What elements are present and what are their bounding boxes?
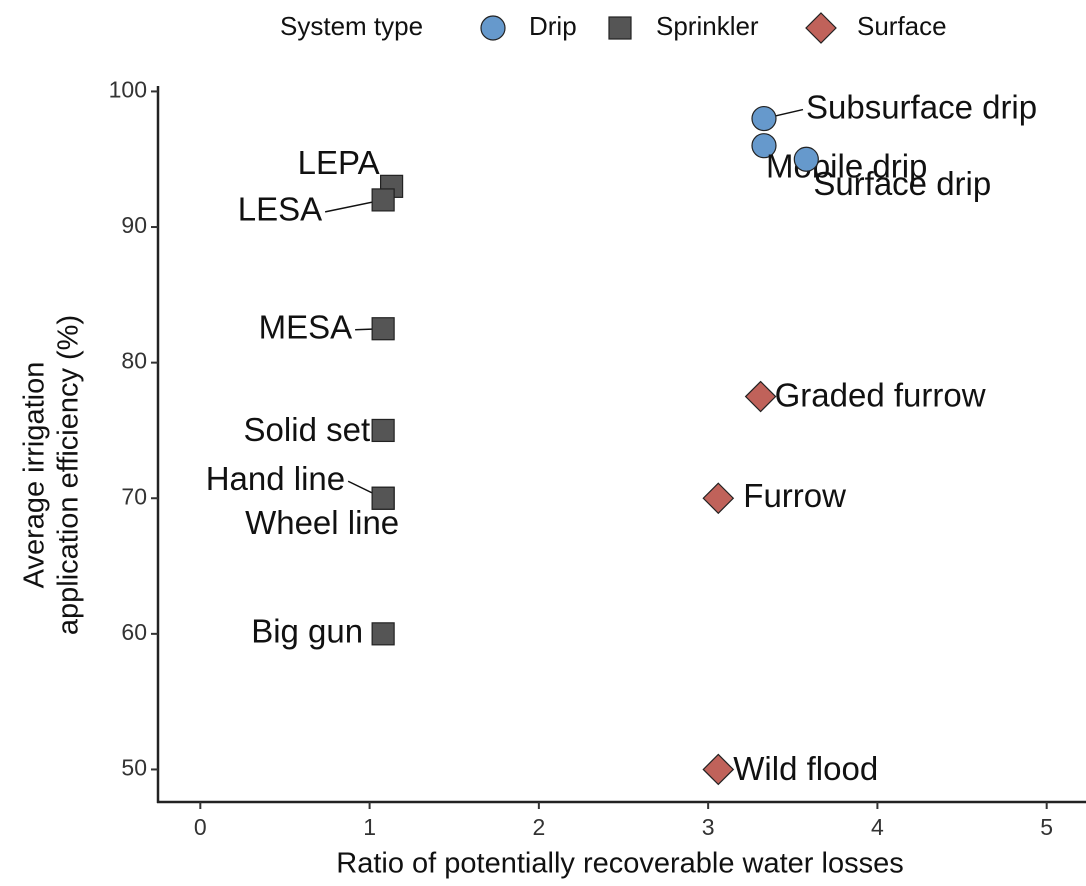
x-tick-label: 4: [871, 814, 884, 840]
point-label: Big gun: [251, 613, 363, 650]
point: [371, 188, 395, 212]
point-label: Solid set: [244, 411, 371, 448]
x-tick-label: 1: [363, 814, 376, 840]
point: [371, 486, 395, 510]
x-tick-label: 2: [532, 814, 545, 840]
legend-title: System type: [280, 11, 423, 41]
point-label: LEPA: [298, 144, 380, 181]
y-tick-label: 60: [121, 619, 147, 645]
point-label: MESA: [259, 308, 353, 345]
y-axis-title: application efficiency (%): [53, 315, 85, 635]
y-axis-title: Average irrigation: [19, 362, 51, 589]
y-tick-label: 100: [109, 77, 147, 103]
x-tick-label: 0: [194, 814, 207, 840]
y-tick-label: 70: [121, 483, 147, 509]
y-tick-label: 80: [121, 348, 147, 374]
point-label: Wheel line: [245, 504, 399, 541]
point: [371, 622, 395, 646]
point-label: Furrow: [743, 477, 846, 514]
point: [744, 380, 777, 413]
x-tick-label: 3: [702, 814, 715, 840]
point-label: Wild flood: [733, 750, 878, 787]
point: [751, 133, 777, 159]
point-label: Mobile drip: [766, 147, 927, 184]
point: [793, 146, 819, 172]
point: [371, 317, 395, 341]
x-axis-title: Ratio of potentially recoverable water l…: [336, 848, 903, 880]
legend-marker: [805, 12, 837, 44]
point-label: Hand line: [206, 460, 345, 497]
y-tick-label: 90: [121, 212, 147, 238]
legend-marker: [608, 16, 632, 40]
y-tick-label: 50: [121, 755, 147, 781]
point-label: Surface drip: [813, 165, 991, 202]
legend-marker: [480, 15, 506, 41]
legend-label: Drip: [529, 11, 577, 41]
point-label: Subsurface drip: [806, 88, 1037, 125]
x-tick-label: 5: [1040, 814, 1053, 840]
legend-label: Surface: [857, 11, 947, 41]
point: [751, 105, 777, 132]
point: [371, 418, 395, 443]
legend-label: Sprinkler: [656, 11, 759, 41]
point-label: LESA: [238, 191, 322, 228]
point-label: Graded furrow: [775, 376, 986, 413]
point: [702, 482, 735, 515]
point: [702, 753, 735, 786]
